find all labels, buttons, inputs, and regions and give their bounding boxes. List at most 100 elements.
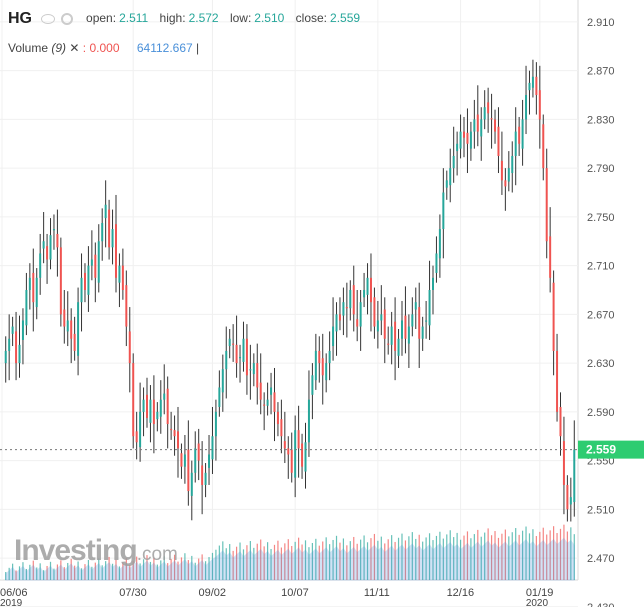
volume-bar: [353, 536, 355, 580]
candle-body: [90, 259, 93, 266]
volume-bar: [453, 537, 455, 580]
candle-body: [487, 102, 490, 114]
volume-bar: [435, 535, 438, 580]
volume-bar: [115, 559, 117, 580]
candle-body: [52, 229, 55, 231]
visibility-eye-icon[interactable]: [41, 13, 56, 24]
candle-body: [149, 399, 152, 423]
candle-body: [18, 344, 21, 364]
volume-close-icon[interactable]: ✕: [69, 41, 80, 55]
candle-body: [531, 76, 534, 88]
volume-bar: [32, 560, 34, 580]
volume-bar: [298, 537, 300, 580]
volume-bar: [246, 545, 248, 580]
volume-bar: [504, 529, 506, 580]
candle-body: [338, 314, 341, 321]
volume-bar: [442, 538, 444, 580]
candle-body: [101, 222, 104, 242]
volume-bar: [253, 547, 255, 580]
volume-bar: [160, 560, 162, 580]
candle-body: [46, 246, 49, 260]
volume-bar: [63, 567, 65, 580]
y-tick-label: 2.670: [587, 309, 615, 321]
volume-bar: [105, 561, 107, 580]
y-tick-label: 2.510: [587, 504, 615, 516]
candle-body: [32, 272, 35, 303]
open-label: open:: [86, 11, 117, 25]
candle-body: [438, 229, 441, 259]
volume-bar: [36, 567, 38, 580]
volume-bar: [56, 564, 59, 580]
volume-bar: [139, 563, 141, 580]
candle-body: [380, 314, 383, 321]
candle-body: [463, 131, 466, 138]
y-tick-label: 2.430: [587, 602, 615, 607]
x-tick-label: 10/07: [281, 587, 309, 599]
volume-bar: [84, 564, 86, 580]
last-price-tag-label: 2.559: [586, 443, 616, 457]
volume-bar: [256, 543, 258, 580]
volume-bar: [232, 550, 234, 580]
candle-body: [187, 449, 190, 492]
candle-body: [525, 95, 528, 120]
close-value: 2.559: [330, 11, 361, 25]
volume-bar: [225, 548, 227, 580]
volume-label: Volume: [8, 41, 49, 55]
candle-body: [66, 320, 69, 332]
volume-bar: [43, 570, 45, 580]
candle-body: [263, 404, 266, 406]
volume-bar: [149, 561, 152, 580]
candle-body: [287, 448, 290, 455]
candle-body: [363, 290, 366, 298]
y-tick-label: 2.470: [587, 553, 615, 565]
candle-body: [15, 331, 18, 364]
candle-body: [142, 399, 145, 412]
volume-bar: [294, 541, 296, 580]
volume-bar: [122, 562, 124, 580]
candle-body: [518, 126, 521, 144]
settings-gear-icon[interactable]: [60, 12, 73, 25]
candle-body: [266, 399, 269, 406]
y-tick-label: 2.790: [587, 163, 615, 175]
volume-bar: [194, 562, 196, 580]
volume-bar: [146, 555, 148, 580]
candle-body: [128, 331, 131, 364]
volume-bar: [373, 533, 376, 580]
candle-body: [218, 387, 221, 407]
candle-body: [390, 326, 393, 345]
low-value: 2.510: [254, 11, 285, 25]
candle-body: [87, 265, 90, 295]
volume-bar: [404, 540, 407, 580]
logo-suffix: .com: [136, 544, 178, 565]
candle-body: [201, 465, 204, 485]
candle-body: [25, 290, 28, 326]
candle-body: [400, 320, 403, 339]
candle-body: [466, 132, 469, 144]
volume-bar: [129, 564, 131, 580]
candle-body: [70, 320, 73, 339]
candle-body: [245, 338, 248, 376]
volume-bar: [377, 540, 379, 580]
volume-bar: [163, 556, 165, 580]
candle-body: [139, 411, 142, 448]
volume-bar: [415, 538, 417, 580]
volume-bar: [387, 539, 389, 580]
candle-body: [476, 114, 479, 132]
volume-bar: [339, 542, 341, 580]
volume-bar: [501, 533, 503, 580]
volume-bar: [401, 533, 403, 580]
volume-bar: [428, 533, 431, 580]
candle-body: [63, 309, 66, 327]
high-value: 2.572: [188, 11, 219, 25]
candle-body: [114, 224, 117, 278]
volume-bar: [532, 529, 534, 580]
candle-body: [356, 319, 359, 327]
candle-body: [132, 363, 135, 437]
candle-body: [311, 375, 314, 395]
volume-bar: [191, 555, 193, 580]
volume-bar: [380, 536, 382, 580]
candle-body: [528, 82, 531, 91]
volume-bar: [249, 541, 251, 580]
volume-bar: [173, 554, 176, 580]
